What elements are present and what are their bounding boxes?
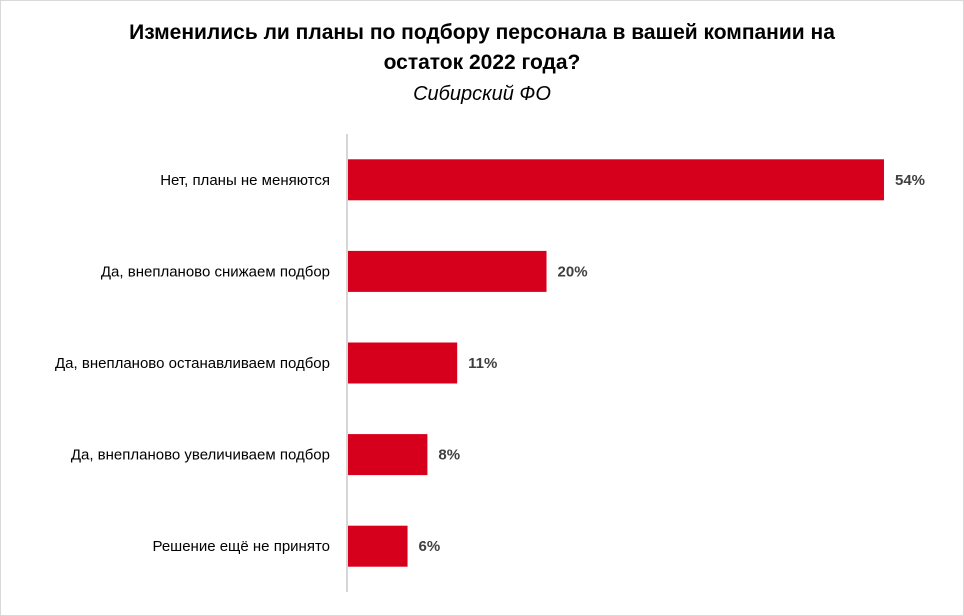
bar-5 xyxy=(348,525,408,567)
chart-title-line-1: Изменились ли планы по подбору персонала… xyxy=(129,21,835,44)
value-label-2: 20% xyxy=(558,263,588,280)
value-label-1: 54% xyxy=(895,172,925,189)
bar-4 xyxy=(348,434,428,476)
value-label-5: 6% xyxy=(419,538,441,555)
category-label-4: Да, внепланово увеличиваем подбор xyxy=(71,447,330,464)
category-label-2: Да, внепланово снижаем подбор xyxy=(101,263,330,280)
bar-3 xyxy=(348,342,458,384)
chart-title: Изменились ли планы по подбору персонала… xyxy=(0,18,964,78)
chart-title-line-2: остаток 2022 года? xyxy=(383,51,581,74)
bar-1 xyxy=(348,159,884,201)
value-label-4: 8% xyxy=(438,447,460,464)
chart-subtitle: Сибирский ФО xyxy=(413,83,551,105)
value-label-3: 11% xyxy=(468,355,497,372)
category-label-1: Нет, планы не меняются xyxy=(160,172,330,189)
category-label-5: Решение ещё не принято xyxy=(152,538,330,555)
bar-2 xyxy=(348,250,547,292)
category-label-3: Да, внепланово останавливаем подбор xyxy=(55,355,330,372)
